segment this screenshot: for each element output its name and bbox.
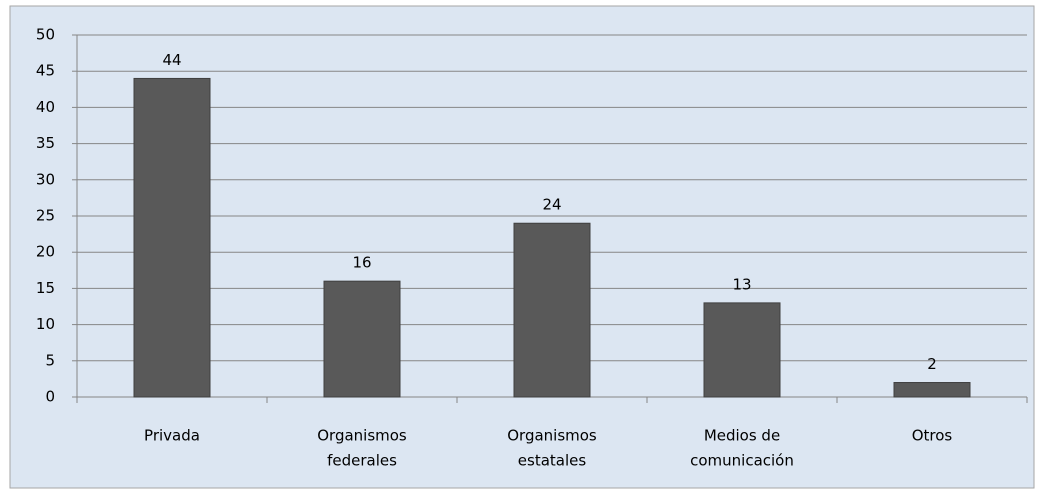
x-tick-label: Medios de xyxy=(704,427,780,445)
data-label: 2 xyxy=(927,355,937,373)
x-tick-label: Organismos xyxy=(507,427,597,445)
bar xyxy=(323,280,401,398)
x-tick-label: estatales xyxy=(518,452,587,470)
x-tick-label: federales xyxy=(327,452,397,470)
y-tick-label: 5 xyxy=(45,351,55,369)
data-label: 16 xyxy=(352,254,371,272)
y-tick-label: 50 xyxy=(36,26,55,44)
y-tick-label: 15 xyxy=(36,279,55,297)
y-tick-label: 40 xyxy=(36,98,55,116)
y-tick-label: 0 xyxy=(45,388,55,406)
x-tick-label: Otros xyxy=(912,427,953,445)
y-tick-label: 35 xyxy=(36,134,55,152)
x-tick-label: Privada xyxy=(144,427,200,445)
y-tick-label: 45 xyxy=(36,62,55,80)
data-label: 44 xyxy=(162,51,181,69)
bar xyxy=(513,222,591,398)
data-label: 24 xyxy=(542,196,561,214)
y-tick-label: 30 xyxy=(36,170,55,188)
data-label: 13 xyxy=(732,275,751,293)
x-tick-label: Organismos xyxy=(317,427,407,445)
bar xyxy=(703,302,781,398)
y-tick-label: 20 xyxy=(36,243,55,261)
x-tick-label: comunicación xyxy=(690,452,794,470)
bar xyxy=(133,77,211,398)
y-tick-label: 10 xyxy=(36,315,55,333)
y-tick-label: 25 xyxy=(36,207,55,225)
bar xyxy=(893,382,971,398)
